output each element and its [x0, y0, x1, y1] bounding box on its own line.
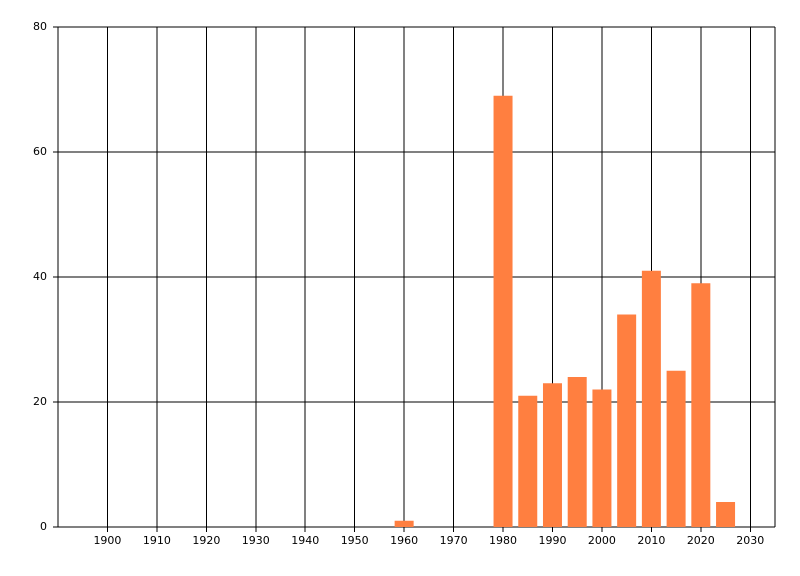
bar: [567, 377, 587, 527]
x-tick-label: 1910: [143, 534, 171, 547]
x-tick-label: 2000: [588, 534, 616, 547]
bar: [592, 389, 612, 527]
x-tick-label: 1990: [538, 534, 566, 547]
bar: [394, 520, 414, 527]
bar: [666, 370, 686, 527]
x-tick-label: 1960: [390, 534, 418, 547]
x-tick-label: 1940: [291, 534, 319, 547]
bar: [542, 383, 562, 527]
x-tick-label: 2010: [637, 534, 665, 547]
x-tick-label: 1900: [93, 534, 121, 547]
y-tick-label: 40: [33, 270, 47, 283]
bar: [518, 395, 538, 527]
x-tick-label: 1930: [242, 534, 270, 547]
bar: [617, 314, 637, 527]
x-tick-label: 2030: [736, 534, 764, 547]
bar: [641, 270, 661, 527]
x-tick-label: 1970: [440, 534, 468, 547]
x-tick-label: 1950: [341, 534, 369, 547]
y-tick-label: 80: [33, 20, 47, 33]
bar: [691, 283, 711, 527]
y-tick-label: 0: [40, 520, 47, 533]
x-tick-label: 2020: [687, 534, 715, 547]
x-tick-label: 1980: [489, 534, 517, 547]
bar: [716, 502, 736, 527]
x-tick-label: 1920: [192, 534, 220, 547]
y-tick-label: 20: [33, 395, 47, 408]
y-tick-label: 60: [33, 145, 47, 158]
bar: [493, 95, 513, 527]
